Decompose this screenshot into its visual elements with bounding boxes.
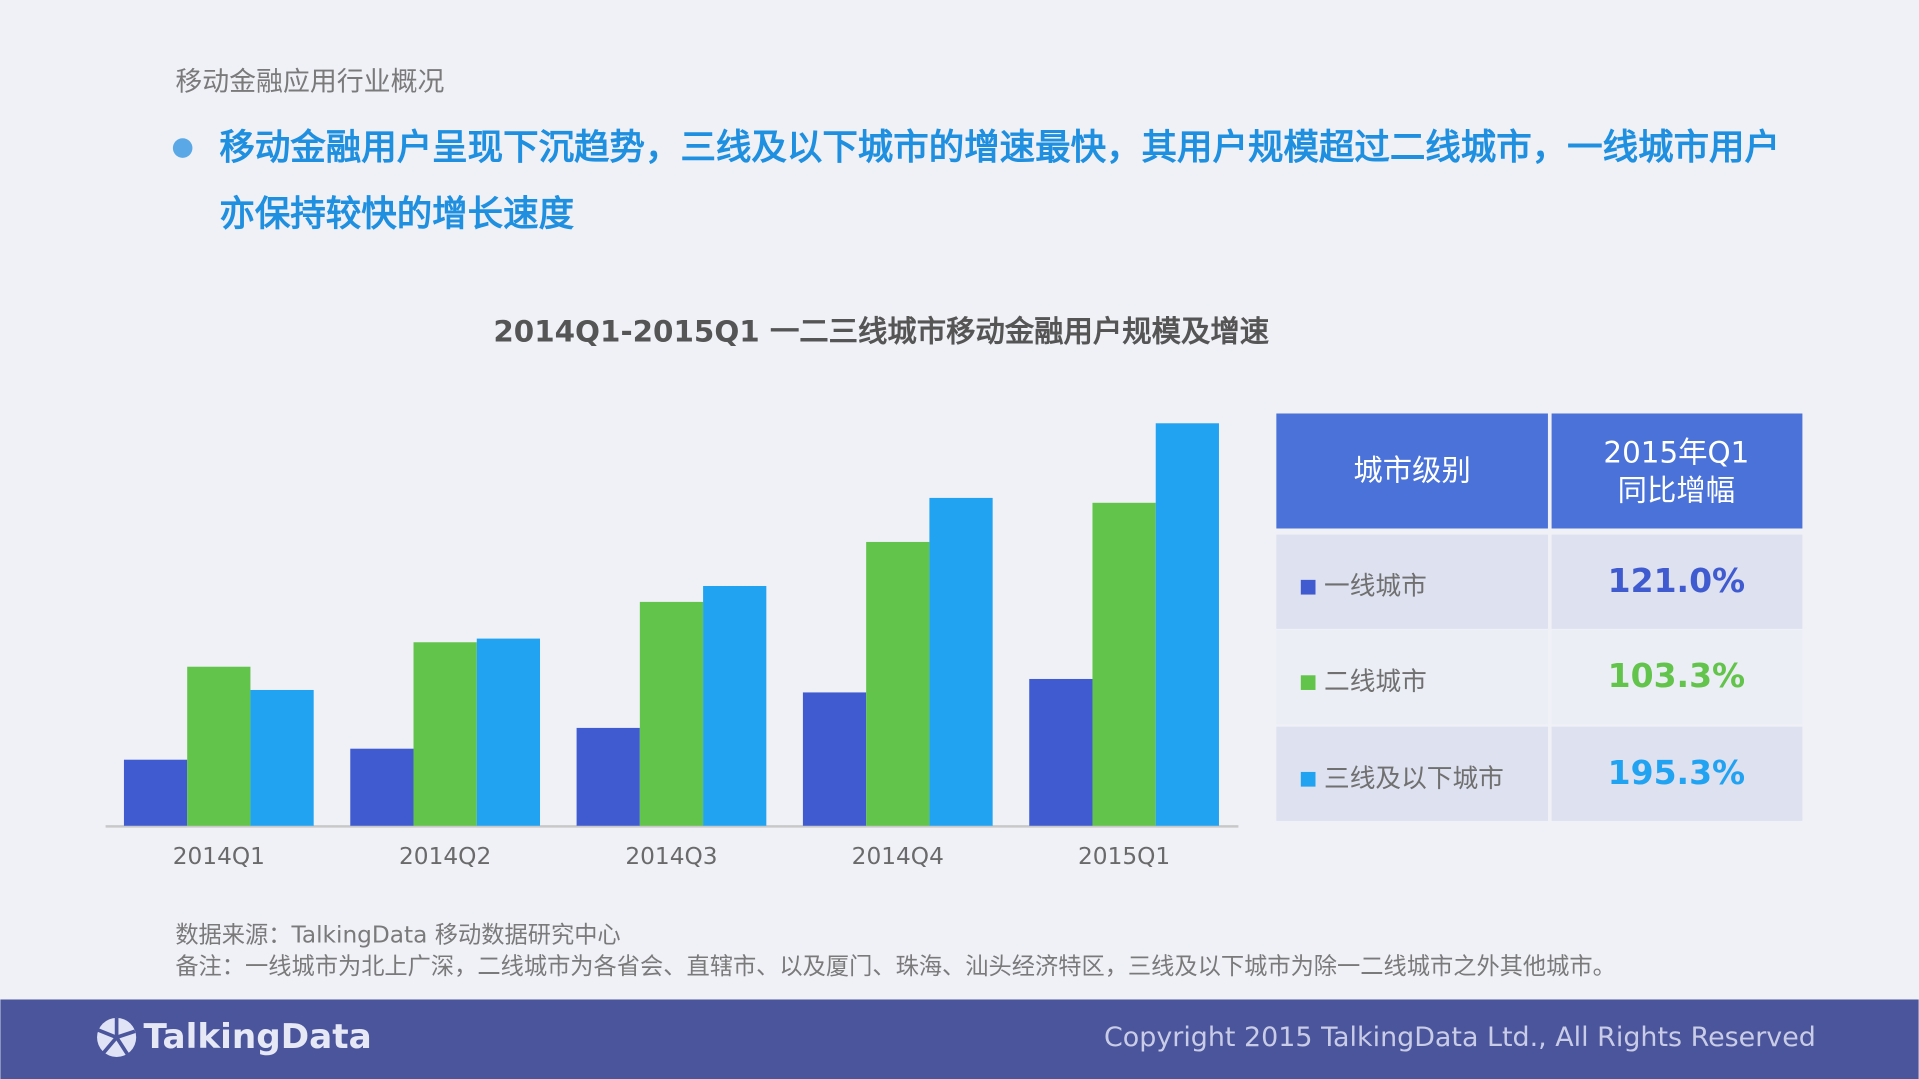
bar xyxy=(1092,502,1156,826)
bar xyxy=(703,585,767,826)
legend-swatch xyxy=(1300,675,1316,690)
table-cell xyxy=(1551,726,1803,821)
logo-icon-lines xyxy=(97,1017,136,1056)
x-tick-label: 2015Q1 xyxy=(1078,843,1170,870)
chart-title: 2014Q1-2015Q1 一二三线城市移动金融用户规模及增速 xyxy=(493,314,1269,348)
bar xyxy=(929,497,993,826)
legend-label: 三线及以下城市 xyxy=(1324,764,1504,794)
table-cell xyxy=(1551,534,1803,629)
bar xyxy=(576,727,640,826)
legend-swatch xyxy=(1300,771,1316,787)
table-cell xyxy=(1276,726,1548,821)
footer-bar xyxy=(0,999,1919,1079)
x-tick-label: 2014Q3 xyxy=(625,843,717,870)
bar xyxy=(350,748,414,826)
table-cell xyxy=(1276,534,1548,629)
x-tick-label: 2014Q1 xyxy=(173,843,265,870)
table-header: 城市级别 xyxy=(1353,454,1470,488)
bullet xyxy=(172,138,193,158)
bar xyxy=(802,692,867,826)
bar xyxy=(187,666,251,826)
headline: 移动金融用户呈现下沉趋势，三线及以下城市的增速最快，其用户规模超过二线城市，一线… xyxy=(219,127,1780,168)
x-tick-label: 2014Q2 xyxy=(399,843,491,870)
bar xyxy=(413,642,477,826)
bar xyxy=(1155,423,1219,826)
legend-label: 二线城市 xyxy=(1324,667,1427,697)
headline: 亦保持较快的增长速度 xyxy=(219,193,574,234)
growth-value: 195.3% xyxy=(1608,753,1746,792)
table: 城市级别 2015年Q1 同比增幅 xyxy=(1276,413,1803,529)
bar xyxy=(123,759,188,826)
section-title: 移动金融应用行业概况 xyxy=(175,67,444,98)
copyright: Copyright 2015 TalkingData Ltd., All Rig… xyxy=(1104,1022,1816,1053)
logo-text: TalkingData xyxy=(144,1017,372,1057)
table-cell xyxy=(1276,630,1548,725)
table-header: 2015年Q1 xyxy=(1603,435,1749,469)
table-header: 同比增幅 xyxy=(1618,473,1735,507)
table-header-cell xyxy=(1551,413,1803,529)
source-note: 数据来源：TalkingData 移动数据研究中心 xyxy=(175,921,620,948)
growth-value: 121.0% xyxy=(1608,561,1746,600)
table-cell xyxy=(1551,630,1803,725)
remark-note: 备注：一线城市为北上广深，二线城市为各省会、直辖市、以及厦门、珠海、汕头经济特区… xyxy=(175,953,1616,980)
legend-swatch xyxy=(1300,579,1316,595)
bar xyxy=(866,541,930,826)
x-tick-label: 2014Q4 xyxy=(852,843,944,870)
legend-label: 一线城市 xyxy=(1324,572,1427,602)
bar xyxy=(476,638,541,826)
bar xyxy=(639,601,704,826)
growth-value: 103.3% xyxy=(1608,656,1746,695)
bar xyxy=(250,689,314,826)
bar xyxy=(1029,678,1093,826)
table-header-cell xyxy=(1276,413,1548,529)
